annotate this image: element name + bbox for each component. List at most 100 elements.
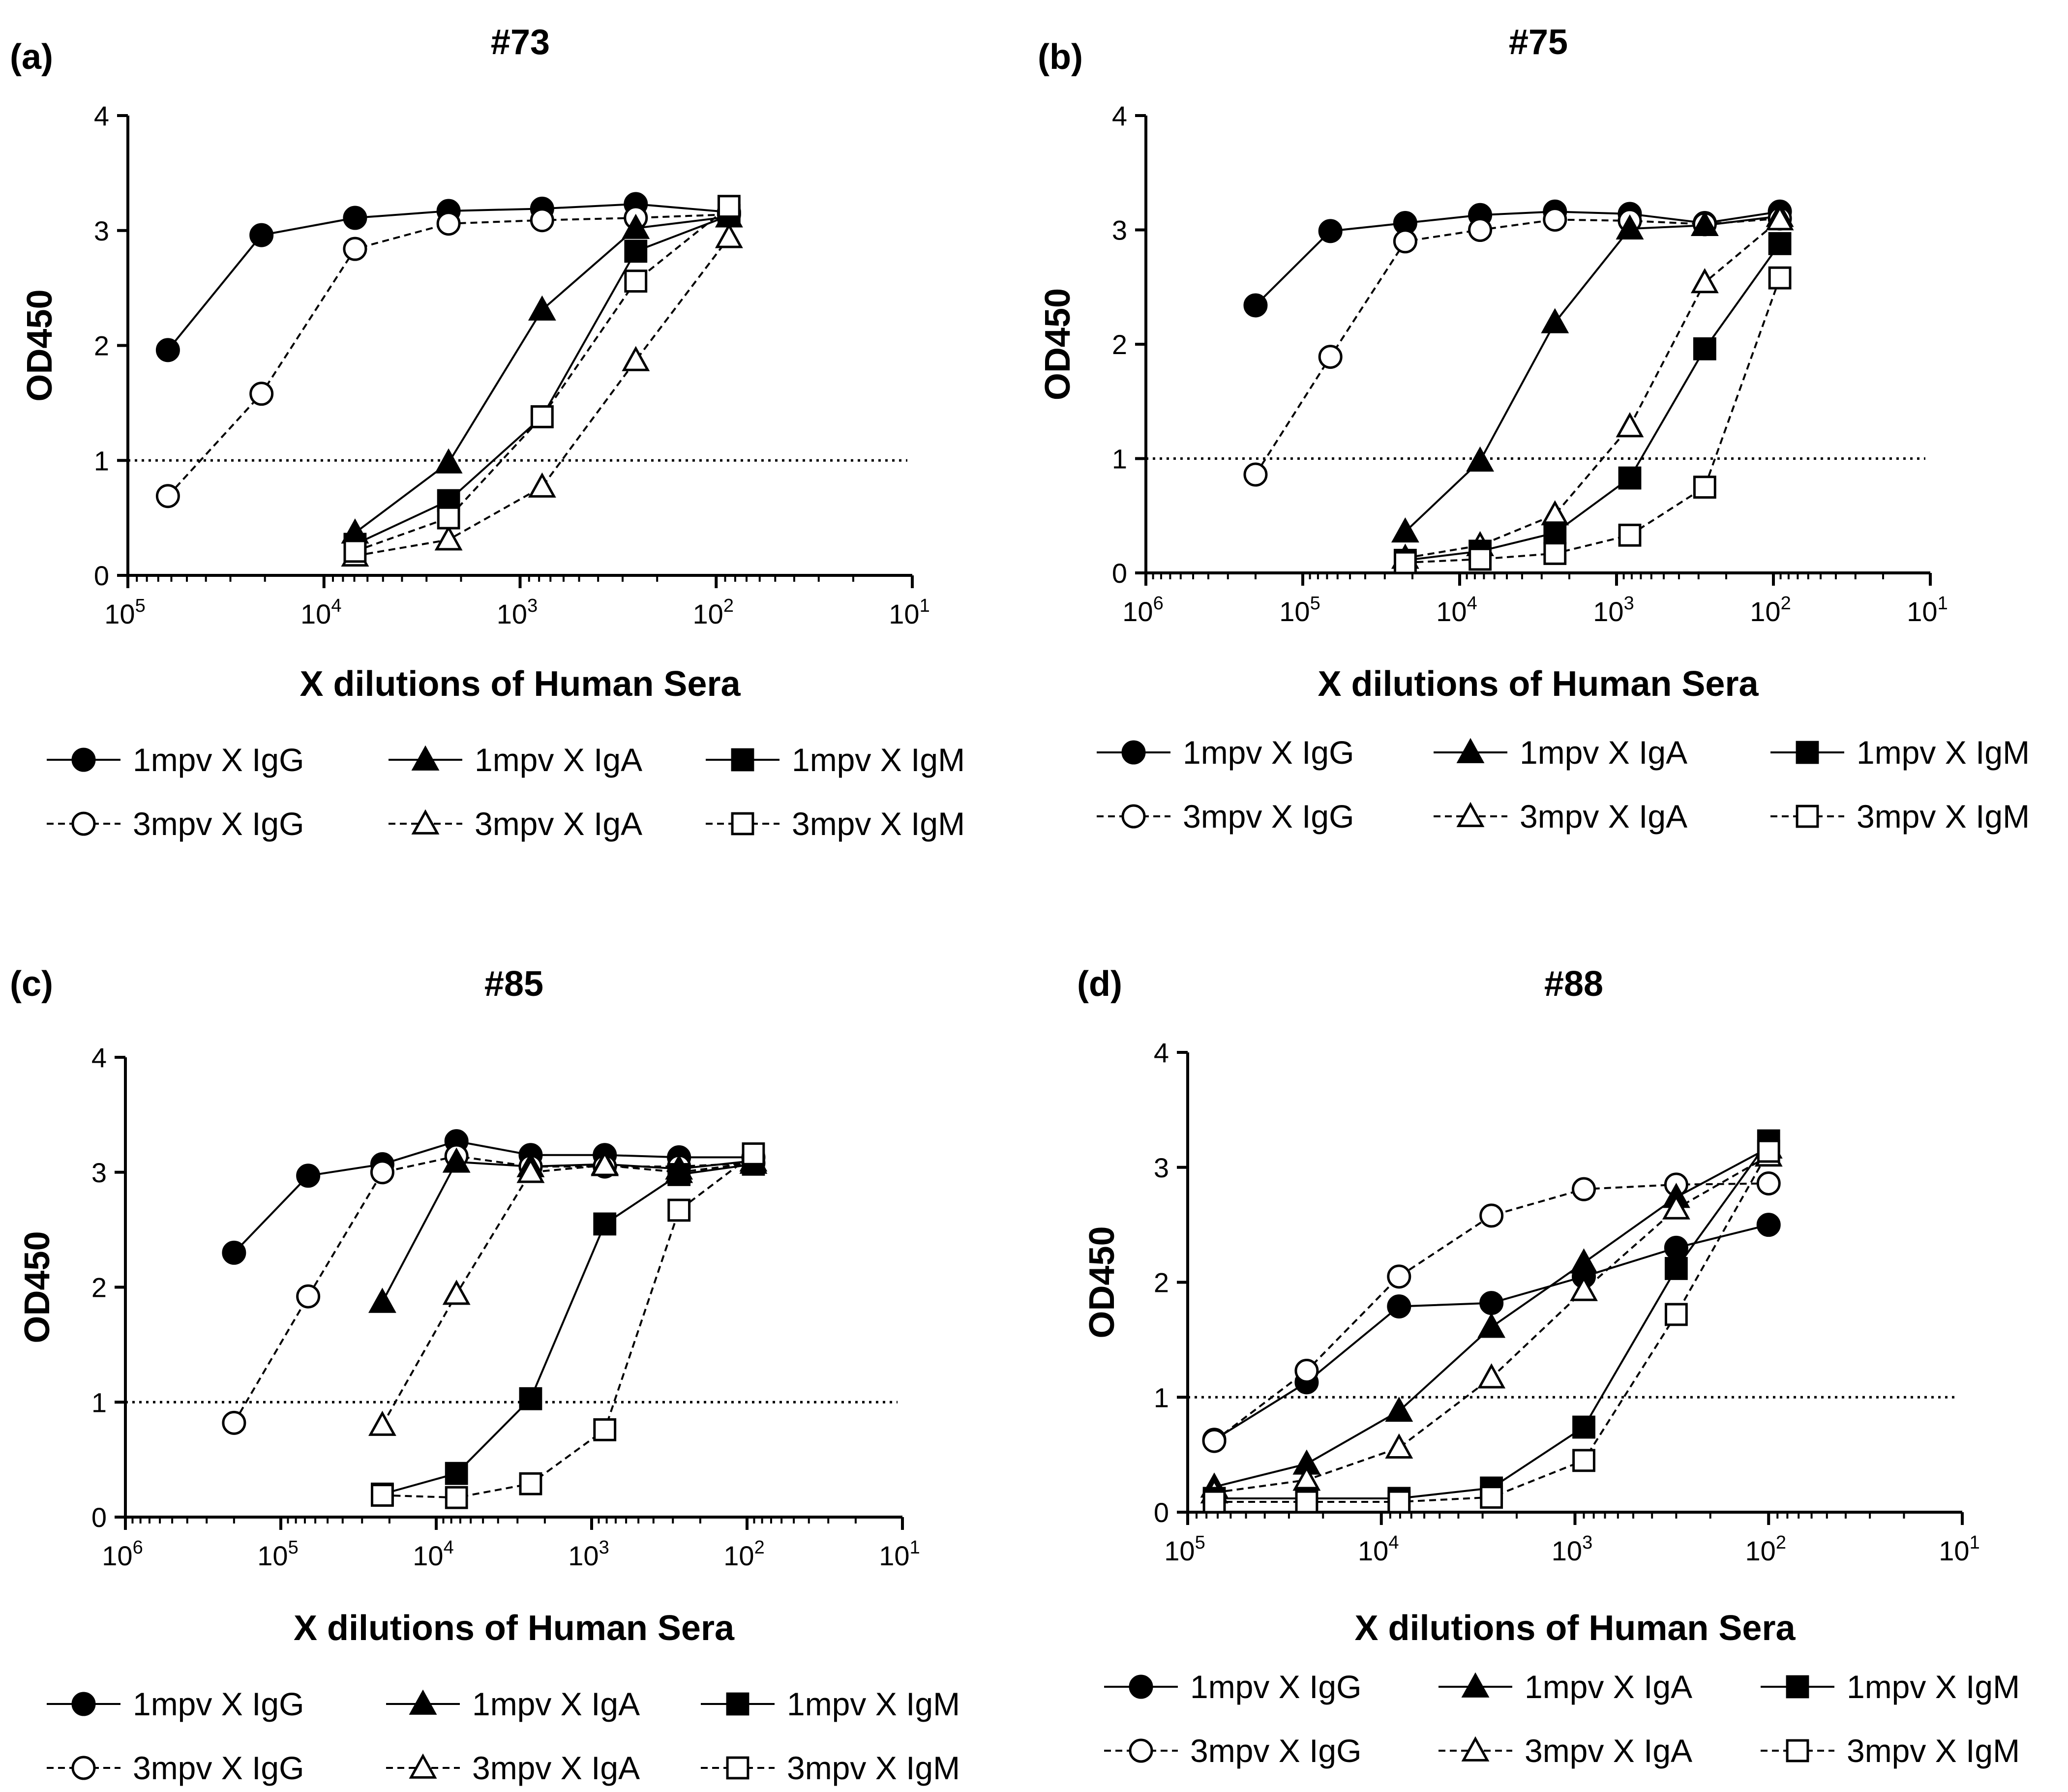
chart-panel-2: (b) #75 X dilutions of Human Sera OD450 0 1 2 3… [1038, 23, 2030, 835]
legend-label: 3mpv X IgG [1183, 798, 1354, 835]
panel-label: (b) [1038, 37, 1083, 77]
data-point-igg1 [296, 1164, 321, 1188]
legend-label: 1mpv X IgA [1525, 1669, 1692, 1705]
data-point-igg3 [296, 1284, 321, 1309]
legend-marker-iga1 [1456, 738, 1485, 763]
data-point-igg3 [155, 484, 180, 508]
x-tick-exponent: 5 [1195, 1532, 1205, 1553]
legend-marker-igg3 [71, 1756, 96, 1780]
legend-label: 1mpv X IgA [1520, 734, 1687, 771]
data-point-igg1 [249, 223, 274, 247]
legend-marker-igg1 [1129, 1674, 1153, 1699]
data-point-igg1 [1756, 1213, 1781, 1237]
x-tick-base: 10 [879, 1540, 909, 1571]
data-point-iga1 [1391, 517, 1419, 543]
data-point-iga1 [1570, 1248, 1598, 1274]
data-point-igg3 [222, 1410, 246, 1435]
data-point-igm1 [1664, 1257, 1688, 1280]
legend: 1mpv X IgG 1mpv X IgA 1mpv X IgM 3mpv X IgG… [1104, 1669, 2020, 1769]
panel-label: (d) [1077, 964, 1122, 1004]
x-tick-base: 10 [1122, 596, 1153, 627]
legend-label: 1mpv X IgA [475, 742, 642, 778]
data-point-igm3 [1768, 266, 1792, 290]
x-tick-label: 106 [1122, 593, 1163, 627]
data-point-igg3 [1572, 1177, 1596, 1201]
y-tick-label: 4 [1112, 100, 1127, 131]
series-line-iga1 [1405, 215, 1780, 533]
x-tick-label: 101 [1939, 1532, 1979, 1566]
data-point-igm3 [624, 269, 648, 293]
x-axis-title: X dilutions of Human Sera [1354, 1609, 1796, 1648]
series-line-igg1 [233, 1140, 753, 1254]
data-point-igm3 [593, 1418, 617, 1441]
x-tick-base: 10 [413, 1540, 443, 1571]
data-point-iga3 [1477, 1363, 1506, 1389]
series-line-igm3 [355, 206, 730, 552]
legend-label: 1mpv X IgM [787, 1686, 960, 1722]
data-point-iga3 [434, 525, 463, 551]
chart-panel-1: (a) #73 X dilutions of Human Sera OD450 0 1 2 3… [10, 23, 965, 842]
x-tick-base: 10 [1939, 1535, 1969, 1566]
data-point-igg3 [530, 208, 554, 233]
legend-marker-igg3 [1121, 804, 1146, 829]
x-tick-label: 106 [102, 1537, 143, 1571]
x-tick-label: 102 [693, 596, 734, 629]
legend-label: 3mpv X IgM [787, 1750, 960, 1786]
y-tick-label: 2 [1112, 329, 1127, 360]
data-point-iga1 [1466, 446, 1495, 472]
legend-marker-iga3 [409, 1753, 437, 1779]
x-tick-label: 101 [879, 1537, 920, 1571]
data-point-igm3 [519, 1472, 542, 1495]
data-point-igg3 [370, 1160, 394, 1185]
x-tick-exponent: 2 [1781, 593, 1791, 614]
legend-label: 3mpv X IgG [1190, 1732, 1361, 1769]
x-tick-label: 103 [1593, 593, 1634, 627]
data-point-igg3 [436, 211, 461, 236]
data-point-igm1 [593, 1212, 617, 1236]
x-tick-label: 104 [300, 596, 341, 629]
legend-label: 3mpv X IgA [475, 806, 642, 842]
legend-marker-igg1 [71, 1692, 96, 1716]
data-point-igm3 [1572, 1449, 1595, 1472]
data-point-igg3 [1543, 208, 1567, 232]
data-point-iga3 [516, 1158, 545, 1183]
series-line-iga3 [1405, 219, 1781, 559]
data-point-igm1 [519, 1387, 542, 1410]
data-point-igg1 [222, 1240, 246, 1265]
data-point-igm3 [445, 1486, 468, 1509]
data-point-iga1 [1385, 1396, 1413, 1422]
y-tick-label: 2 [1154, 1267, 1169, 1298]
data-point-iga3 [1541, 500, 1569, 526]
data-point-igg1 [1664, 1235, 1688, 1260]
data-point-iga3 [1570, 1276, 1598, 1301]
legend-marker-igg1 [1121, 740, 1146, 765]
legend-label: 3mpv X IgM [792, 806, 965, 842]
data-point-iga1 [1477, 1313, 1506, 1338]
legend-marker-igm3 [731, 812, 754, 836]
data-point-iga3 [1662, 1194, 1690, 1220]
y-tick-label: 2 [94, 330, 109, 361]
data-point-iga1 [434, 448, 463, 474]
x-tick-label: 102 [723, 1537, 764, 1571]
data-point-iga3 [368, 1410, 396, 1436]
data-point-igg3 [1479, 1203, 1504, 1228]
y-tick-label: 0 [91, 1502, 107, 1533]
legend-marker-igg3 [1129, 1738, 1153, 1763]
y-tick-label: 1 [1112, 444, 1127, 475]
series-line-iga1 [381, 1160, 754, 1303]
x-tick-label: 104 [1436, 593, 1477, 627]
legend-marker-igm3 [1786, 1739, 1809, 1762]
y-tick-label: 1 [94, 445, 109, 476]
y-tick-label: 0 [1154, 1497, 1169, 1528]
series-line-igm1 [1405, 243, 1781, 562]
x-tick-label: 104 [1358, 1532, 1399, 1566]
x-tick-base: 10 [1436, 596, 1467, 627]
legend-marker-igm1 [1796, 741, 1819, 764]
x-tick-base: 10 [300, 598, 331, 629]
legend-label: 3mpv X IgG [133, 806, 304, 842]
chart-title: #73 [491, 23, 550, 62]
series-line-igg3 [1255, 217, 1780, 476]
y-tick-label: 0 [94, 560, 109, 591]
y-tick-label: 1 [91, 1387, 107, 1418]
